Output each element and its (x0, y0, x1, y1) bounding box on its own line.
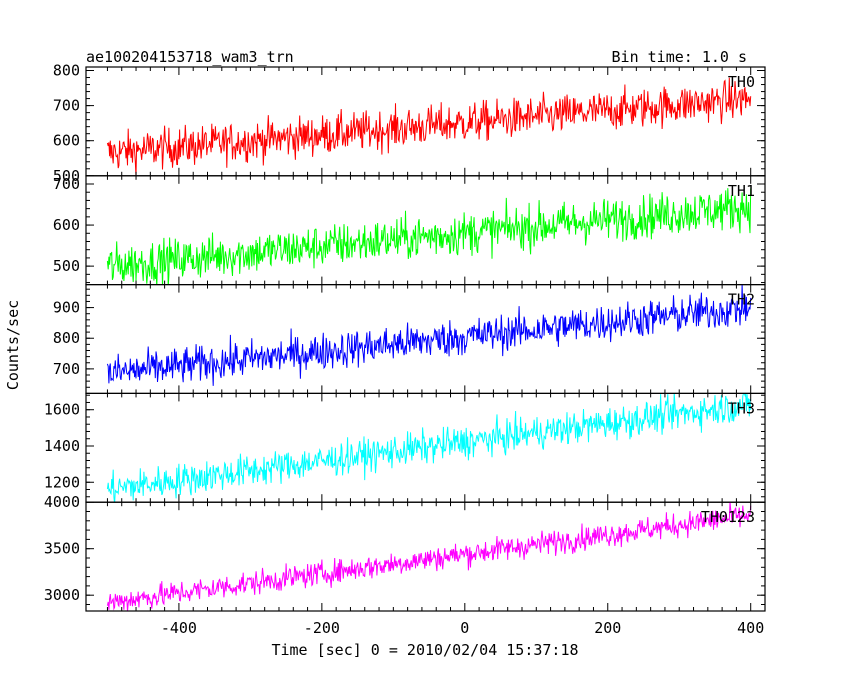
series-th2-line (106, 284, 752, 386)
panel-label-th1: TH1 (728, 182, 755, 200)
y-tick-label: 1600 (44, 401, 80, 419)
y-tick-label: 700 (53, 97, 80, 115)
panel-label-th0123: TH0123 (701, 508, 755, 526)
y-tick-label: 500 (53, 257, 80, 275)
y-axis-label: Counts/sec (4, 300, 22, 390)
chart-title: ae100204153718_wam3_trn (86, 48, 294, 66)
panel-frame-th0123 (85, 501, 766, 612)
x-tick-label: -200 (304, 619, 340, 637)
y-tick-label: 4000 (44, 493, 80, 511)
y-tick-label: 1200 (44, 473, 80, 491)
series-th0123-line (106, 502, 752, 612)
y-tick-label: 800 (53, 329, 80, 347)
panel-label-th0: TH0 (728, 73, 755, 91)
y-tick-label: 800 (53, 62, 80, 80)
y-tick-label: 3500 (44, 540, 80, 558)
bin-time-label: Bin time: 1.0 s (612, 48, 747, 66)
y-tick-label: 700 (53, 360, 80, 378)
x-tick-label: -400 (161, 619, 197, 637)
series-th1-line (106, 188, 752, 285)
panel-frame-th1 (85, 175, 766, 286)
x-tick-label: 0 (460, 619, 469, 637)
x-tick-label: 200 (594, 619, 621, 637)
y-tick-label: 1400 (44, 437, 80, 455)
y-tick-label: 700 (53, 175, 80, 193)
series-th0-line (106, 77, 752, 176)
y-tick-label: 600 (53, 216, 80, 234)
x-tick-label: 400 (737, 619, 764, 637)
y-tick-label: 900 (53, 299, 80, 317)
y-tick-label: 3000 (44, 586, 80, 604)
y-tick-label: 600 (53, 132, 80, 150)
panels-group: 500 600 700 800 TH0 500 600 700 TH1 700 800 900 TH2 1… (44, 62, 766, 637)
x-axis-label: Time [sec] 0 = 2010/02/04 15:37:18 (271, 641, 578, 659)
y-tick-label: 500 (53, 167, 80, 185)
series-th3-line (106, 393, 752, 503)
panel-label-th2: TH2 (728, 291, 755, 309)
panel-label-th3: TH3 (728, 399, 755, 417)
